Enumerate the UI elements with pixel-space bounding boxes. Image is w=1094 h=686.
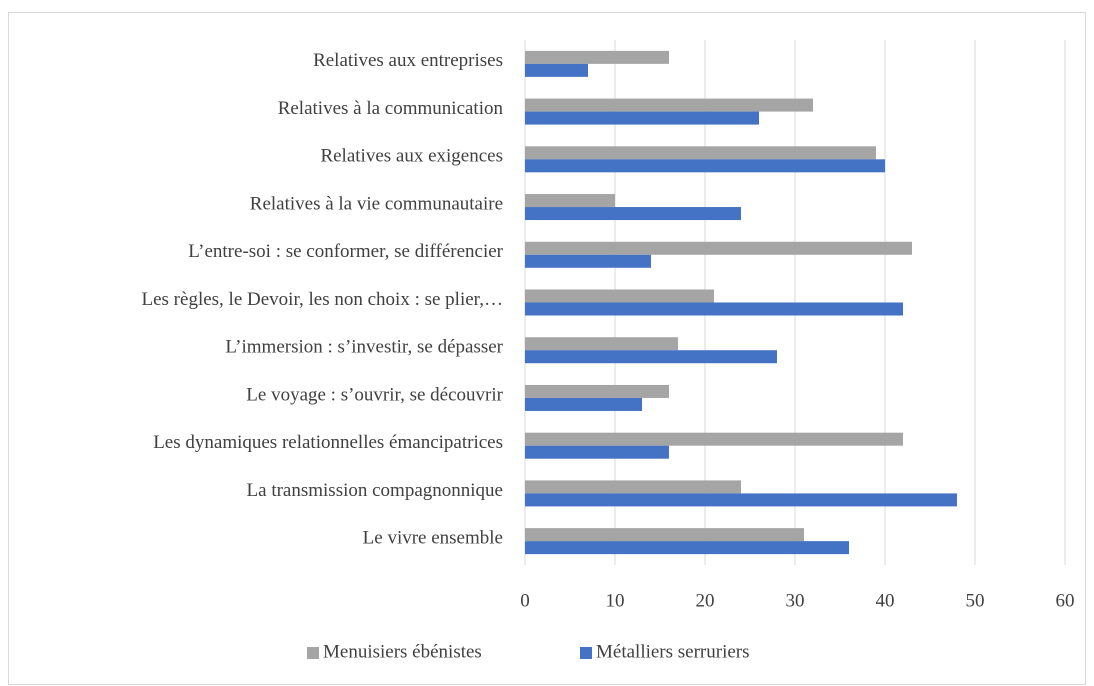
bar: [525, 146, 876, 160]
y-tick-label: Le voyage : s’ouvrir, se découvrir: [246, 384, 503, 405]
legend-label: Métalliers serruriers: [596, 641, 750, 662]
y-tick-label: Relatives aux exigences: [320, 146, 503, 167]
bar: [525, 384, 669, 398]
y-tick-label: Les règles, le Devoir, les non choix : s…: [142, 289, 504, 310]
bar: [525, 254, 651, 268]
bar: [525, 50, 669, 64]
x-tick-label: 0: [520, 590, 530, 611]
bar: [525, 445, 669, 459]
legend-label: Menuisiers ébénistes: [323, 641, 482, 662]
y-tick-label: Relatives à la communication: [278, 98, 504, 119]
bar: [525, 302, 903, 316]
x-tick-label: 60: [1056, 590, 1075, 611]
x-tick-label: 10: [606, 590, 625, 611]
bar: [525, 194, 615, 208]
y-tick-label: Relatives à la vie communautaire: [250, 193, 503, 214]
x-tick-label: 50: [966, 590, 985, 611]
bar: [525, 241, 912, 255]
y-tick-label: L’immersion : s’investir, se dépasser: [225, 337, 503, 358]
bar: [525, 541, 849, 555]
bar: [525, 397, 642, 411]
bar: [525, 350, 777, 364]
y-tick-label: La transmission compagnonnique: [247, 480, 503, 501]
y-tick-label: L’entre-soi : se conformer, se différenc…: [188, 241, 503, 262]
bar: [525, 480, 741, 494]
y-tick-label: Les dynamiques relationnelles émancipatr…: [153, 432, 503, 453]
legend-swatch: [580, 647, 592, 659]
bar: [525, 337, 678, 351]
bar: [525, 111, 759, 125]
y-tick-label: Relatives aux entreprises: [313, 50, 503, 71]
y-tick-label: Le vivre ensemble: [363, 527, 503, 548]
legend-swatch: [307, 647, 319, 659]
x-tick-label: 20: [696, 590, 715, 611]
x-tick-label: 40: [876, 590, 895, 611]
bar: [525, 63, 588, 77]
x-tick-label: 30: [786, 590, 805, 611]
bar: [525, 289, 714, 303]
bar: [525, 98, 813, 112]
bar: [525, 493, 957, 507]
bar: [525, 432, 903, 446]
bar: [525, 207, 741, 221]
bar: [525, 528, 804, 542]
bar: [525, 159, 885, 173]
